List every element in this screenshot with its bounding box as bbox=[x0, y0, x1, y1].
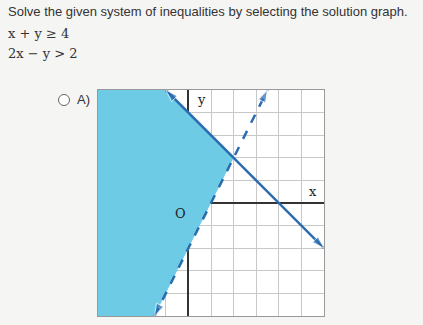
html-text:2x − y > 2: 2x − y > 2 bbox=[8, 46, 78, 61]
svg-text:y: y bbox=[197, 92, 206, 107]
svg-text:O: O bbox=[175, 206, 186, 221]
html-text:A): A) bbox=[77, 92, 90, 107]
svg-text:x: x bbox=[309, 184, 317, 199]
html-text:Solve the given system of ineq: Solve the given system of inequalities b… bbox=[8, 4, 408, 19]
html-text:x + y ≥ 4: x + y ≥ 4 bbox=[8, 26, 70, 41]
